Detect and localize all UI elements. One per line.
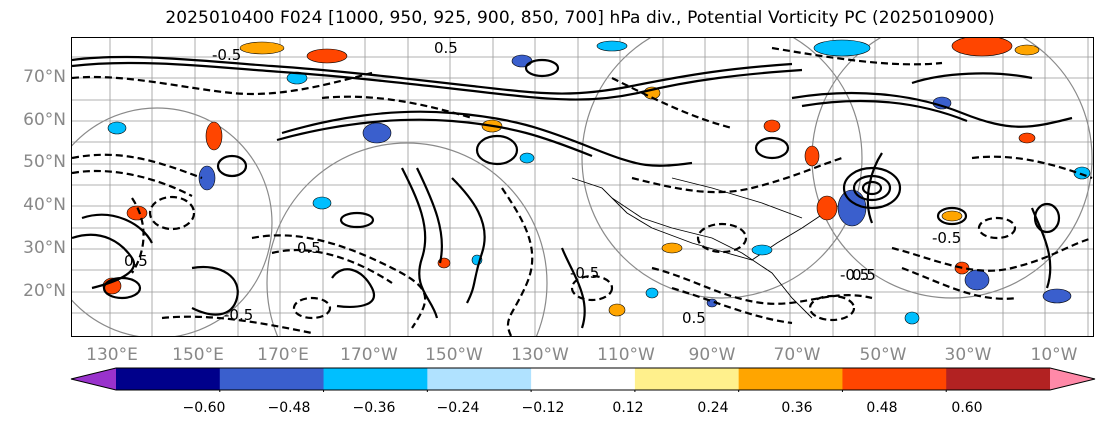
lon-label-150w: 150°W — [425, 345, 483, 365]
dashed-closed-contours — [148, 195, 1017, 322]
map-panel: -0.5 0.5 -0.5 0.5 -0.5 0.5 -0.5 0.5 -0.5… — [71, 37, 1094, 337]
lat-label-50n: 50°N — [23, 152, 66, 172]
colorbar-tick-label: 0.48 — [866, 400, 898, 416]
colorbar-segment — [116, 368, 221, 390]
colorbar-tick-label: 0.24 — [697, 400, 729, 416]
colorbar-tick-label: −0.12 — [521, 400, 565, 416]
lon-label-30w: 30°W — [944, 345, 992, 365]
contour-label: -0.5 — [840, 266, 869, 284]
colorbar-tick-label: −0.36 — [352, 400, 396, 416]
contour-label: 0.5 — [297, 239, 321, 257]
colorbar-segment — [738, 368, 843, 390]
graticule — [72, 38, 1093, 336]
colorbar-segment — [634, 368, 740, 390]
lon-label-90w: 90°W — [688, 345, 736, 365]
colorbar — [70, 367, 1096, 392]
colorbar-extend-high — [1050, 368, 1095, 390]
lat-label-60n: 60°N — [23, 110, 66, 130]
contour-labels: -0.5 0.5 -0.5 0.5 -0.5 0.5 -0.5 0.5 -0.5… — [124, 39, 961, 327]
colorbar-extend-low — [71, 368, 116, 390]
map-canvas: -0.5 0.5 -0.5 0.5 -0.5 0.5 -0.5 0.5 -0.5… — [72, 38, 1093, 336]
lon-label-70w: 70°W — [773, 345, 821, 365]
colorbar-segment — [946, 368, 1051, 390]
contour-label: -0.5 — [932, 229, 961, 247]
colorbar-ticks — [219, 390, 947, 392]
colorbar-outline — [70, 367, 1096, 391]
colorbar-segment — [842, 368, 947, 390]
dashed-contours — [72, 46, 1093, 336]
colorbar-segment — [219, 368, 325, 390]
colorbar-tick-label: −0.60 — [182, 400, 226, 416]
colorbar-segment — [531, 368, 636, 390]
lon-label-110w: 110°W — [597, 345, 655, 365]
contour-label: -0.5 — [224, 306, 253, 324]
colorbar-tick-label: −0.48 — [267, 400, 311, 416]
colorbar-tick-label: 0.12 — [612, 400, 644, 416]
lat-label-70n: 70°N — [23, 67, 66, 87]
lon-label-130e: 130°E — [86, 345, 138, 365]
colorbar-tick-label: 0.36 — [781, 400, 813, 416]
closed-contours — [102, 58, 1061, 300]
coastlines — [571, 177, 863, 319]
lat-label-40n: 40°N — [23, 195, 66, 215]
contour-label: 0.5 — [434, 39, 458, 57]
contour-label: 0.5 — [682, 309, 706, 327]
lon-label-170w: 170°W — [340, 345, 398, 365]
map-title: 2025010400 F024 [1000, 950, 925, 900, 85… — [165, 8, 995, 28]
lon-label-150e: 150°E — [172, 345, 224, 365]
lon-label-10w: 10°W — [1030, 345, 1078, 365]
contour-label: 0.5 — [124, 252, 148, 270]
lat-label-20n: 20°N — [23, 281, 66, 301]
great-circle-arcs — [72, 38, 1093, 336]
lat-label-30n: 30°N — [23, 238, 66, 258]
colorbar-segments — [71, 368, 1095, 390]
lon-label-130w: 130°W — [511, 345, 569, 365]
colorbar-tick-label: −0.24 — [436, 400, 480, 416]
contour-label: 0.5 — [852, 266, 876, 284]
lon-label-170e: 170°E — [257, 345, 309, 365]
solid-contours — [72, 55, 1073, 329]
colorbar-tick-label: 0.60 — [951, 400, 983, 416]
colorbar-segment — [427, 368, 532, 390]
contour-label: -0.5 — [570, 264, 599, 282]
colorbar-segment — [323, 368, 428, 390]
contour-label: -0.5 — [212, 46, 241, 64]
lon-label-50w: 50°W — [859, 345, 907, 365]
